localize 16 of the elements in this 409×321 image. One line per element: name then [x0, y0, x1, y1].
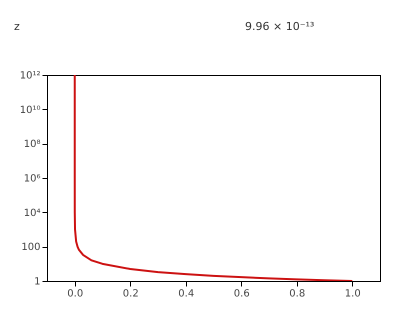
x-tick-label: 0.2	[122, 288, 139, 300]
y-tick-label: 100	[21, 242, 40, 254]
x-tick-label: 0.6	[234, 288, 250, 300]
y-tick-label: 10⁶	[24, 174, 40, 184]
x-tick-label: 0.0	[67, 288, 84, 300]
x-tick-label: 0.8	[289, 288, 306, 300]
x-tick-label: 0.4	[178, 288, 194, 300]
x-tick-label: 1.0	[344, 288, 361, 300]
y-tick-label: 10⁸	[24, 139, 40, 150]
text: z	[14, 20, 20, 33]
y-tick-label: 1	[34, 276, 40, 288]
y-tick-label: 10¹⁰	[20, 104, 40, 116]
text: 9.96 × 10⁻¹³	[245, 20, 314, 33]
line-series	[74, 75, 354, 281]
y-tick-label: 10⁴	[24, 208, 40, 219]
y-tick-label: 10¹²	[20, 70, 40, 82]
